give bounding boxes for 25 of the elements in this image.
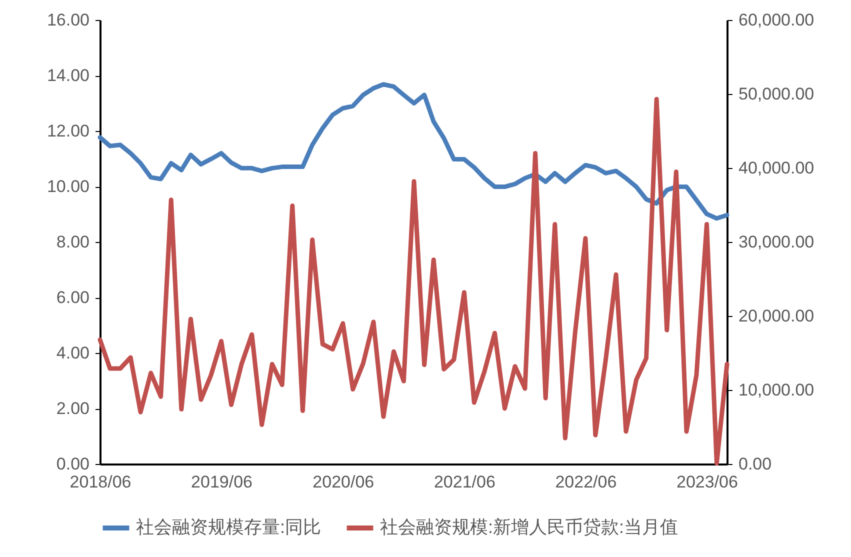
y-tick-label: 10.00 <box>46 177 90 196</box>
y2-tick-label: 10,000.00 <box>738 380 814 400</box>
line-series <box>98 82 730 221</box>
x-tick-label: 2023/06 <box>676 472 738 492</box>
x-tick-label: 2022/06 <box>555 472 617 492</box>
y-tick-label: 6.00 <box>56 288 90 307</box>
y-tick-label: 2.00 <box>56 399 90 418</box>
x-tick-label: 2020/06 <box>312 472 374 492</box>
y2-tick-label: 60,000.00 <box>738 10 814 30</box>
x-tick-label: 2021/06 <box>434 472 496 492</box>
y2-tick-label: 30,000.00 <box>738 232 814 252</box>
y-tick-label: 16.00 <box>46 10 90 30</box>
y2-tick-label: 40,000.00 <box>738 158 814 178</box>
y2-tick-label: 20,000.00 <box>738 306 814 326</box>
y2-tick-label: 0.00 <box>738 454 772 474</box>
y-tick-label: 8.00 <box>56 232 90 252</box>
y-tick-label: 12.00 <box>46 122 90 140</box>
y-tick-label: 4.00 <box>56 344 90 362</box>
y-tick-label: 14.00 <box>46 66 90 85</box>
y2-tick-label: 50,000.00 <box>738 84 814 104</box>
x-tick-label: 2019/06 <box>191 472 253 492</box>
legend-label: 社会融资规模存量:同比 <box>136 517 322 537</box>
x-tick-label: 2018/06 <box>70 472 132 492</box>
y-tick-label: 0.00 <box>56 454 90 474</box>
legend-label: 社会融资规模:新增人民币贷款:当月值 <box>380 517 678 537</box>
